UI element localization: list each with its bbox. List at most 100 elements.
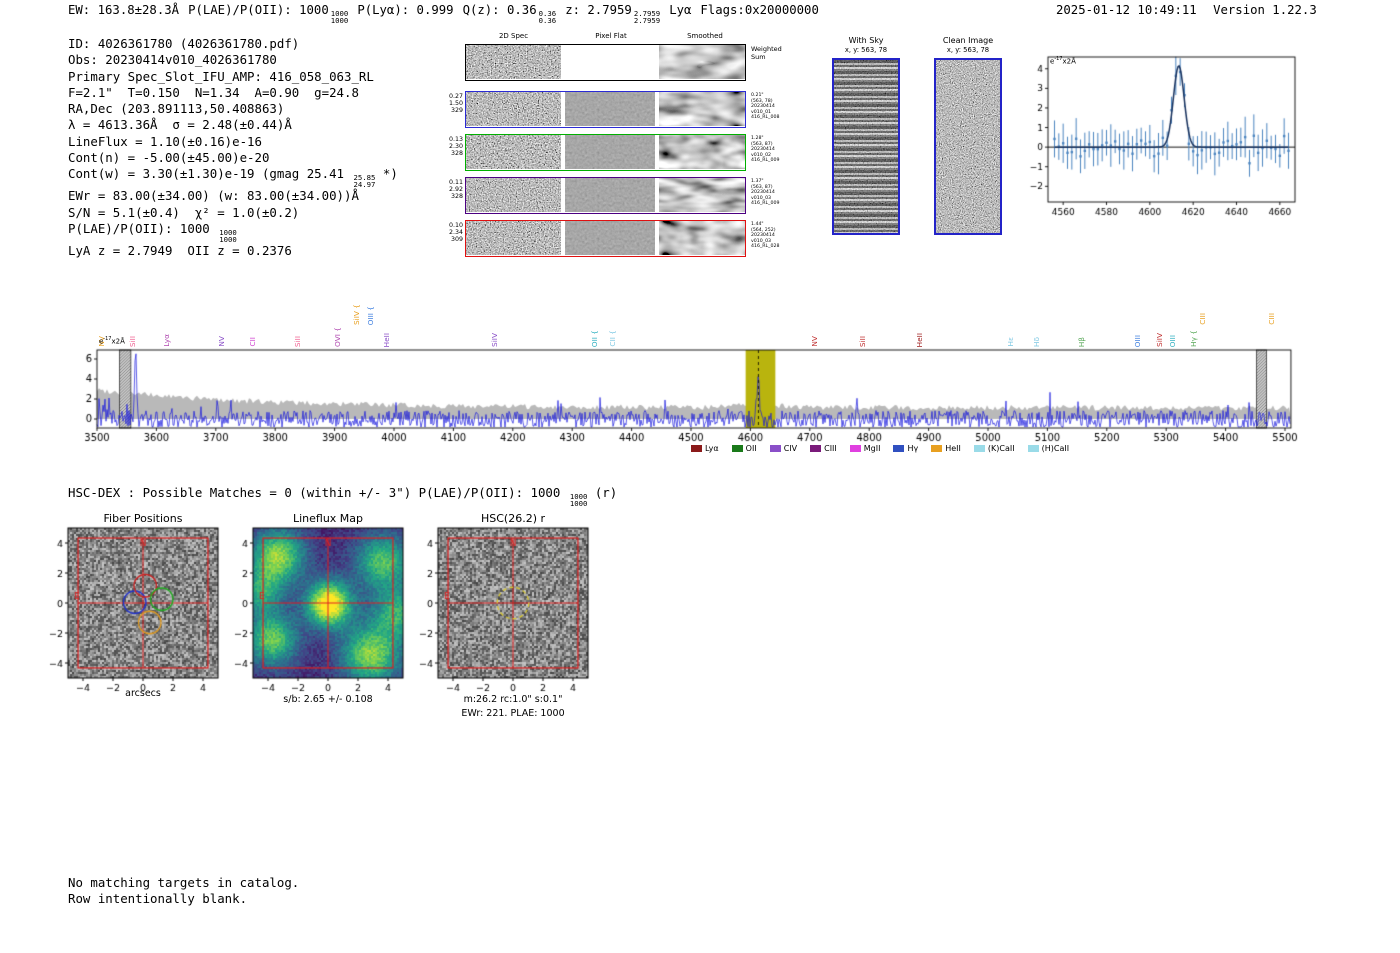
- catalog-match-fraction-bottom: 1000: [569, 499, 588, 508]
- cutout-meta-line: 1.28": [751, 136, 764, 141]
- legend-swatch: [690, 445, 702, 452]
- header-text: P(LAE)/P(OII): 1000: [188, 3, 329, 17]
- cutout-row-meta: 1.44" (564, 252) 20230414 v010_03 416_RL_028: [751, 222, 797, 250]
- version-label: Version 1.22.3: [1213, 3, 1317, 17]
- sky-noise-overlay: [834, 60, 898, 233]
- hsc-image-title: HSC(26.2) r: [480, 512, 546, 525]
- cutout-col-header-pixelflat: Pixel Flat: [595, 32, 627, 40]
- info-line: Cont(n) = -5.00(±45.00)e-20: [68, 150, 398, 166]
- legend-item: (H)CaII: [1027, 444, 1070, 453]
- cutout-row-meta: 1.28" (563, 87) 20230414 v010_02 416_RL_009: [751, 136, 797, 164]
- cutout-strip-image: [466, 45, 561, 79]
- info-text: EWr = 83.00(±34.00) (w: 83.00(±34.00))Å: [68, 188, 359, 204]
- cutout-scale-value: 0.11: [448, 179, 463, 186]
- info-text: Cont(w) = 3.30(±1.30)e-19 (gmag 25.41: [68, 166, 352, 182]
- cutout-row-meta: Weighted Sum: [751, 45, 797, 61]
- cutout-strip-image: [466, 92, 561, 126]
- legend-item: HeII: [931, 444, 961, 453]
- footer-notes: No matching targets in catalog. Row inte…: [68, 875, 299, 906]
- timestamp-version: 2025-01-12 10:49:11 Version 1.22.3: [1056, 3, 1317, 17]
- header-segment: Lyα: [669, 3, 691, 17]
- info-fraction: 1000 1000: [219, 229, 237, 243]
- header-fraction: 2.7959 2.7959: [634, 10, 660, 24]
- legend-label: HeII: [945, 444, 961, 453]
- cutout-strip-image: [659, 92, 745, 126]
- spectrum-units-annotation: e-17x2Å: [99, 336, 125, 346]
- footer-note-line: Row intentionally blank.: [68, 890, 248, 906]
- cutout-meta-line: 416_RL_009: [751, 201, 780, 207]
- info-line: F=2.1" T=0.150 N=1.34 A=0.90 g=24.8: [68, 85, 398, 101]
- full-spectrum-plot: [60, 335, 1340, 450]
- cutout-strip-image: [659, 221, 745, 255]
- info-line: Cont(w) = 3.30(±1.30)e-19 (gmag 25.41 25…: [68, 166, 398, 188]
- line-fit-zoom-plot: [1014, 48, 1306, 223]
- hsc-caption-2: EWr: 221. PLAE: 1000: [461, 708, 565, 719]
- cutout-col-header-2dspec: 2D Spec: [498, 32, 529, 40]
- info-line: EWr = 83.00(±34.00) (w: 83.00(±34.00))Å: [68, 188, 398, 204]
- header-text: Q(z): 0.36: [462, 3, 537, 17]
- emission-line-label: SiIV {: [352, 303, 362, 325]
- cutout-scale-value: 329: [450, 107, 463, 115]
- lineflux-caption: s/b: 2.65 +/- 0.108: [283, 694, 373, 705]
- cutout-row-meta: 0.21" (563, 78) 20230414 v010_01 416_RL_008: [751, 93, 797, 121]
- info-text: λ = 4613.36Å σ = 2.48(±0.44)Å: [68, 117, 292, 133]
- cutout-meta-line: 20230414: [751, 147, 775, 153]
- with-sky-image: [832, 58, 900, 235]
- info-text: LineFlux = 1.10(±0.16)e-16: [68, 133, 262, 149]
- with-sky-coords: x, y: 563, 78: [844, 46, 888, 54]
- header-text: z: 2.7959: [565, 3, 632, 17]
- cutout-meta-line: 416_RL_028: [751, 244, 780, 250]
- cutout-meta-line: 0.21": [751, 93, 764, 98]
- cutout-scale-value: 328: [450, 150, 463, 158]
- cutout-strip-image: [659, 178, 745, 212]
- emission-line-label: CIII: [1198, 313, 1208, 325]
- header-text: P(Lyα): 0.999: [357, 3, 454, 17]
- info-text: LyA z = 2.7949 OII z = 0.2376: [68, 242, 292, 258]
- cutout-row: Weighted Sum: [465, 44, 782, 81]
- cutout-meta-line: v010_03: [751, 238, 772, 244]
- header-segment: P(Lyα): 0.999: [357, 3, 453, 17]
- cutout-meta-line: Weighted: [751, 45, 782, 53]
- info-text: S/N = 5.1(±0.4) χ² = 1.0(±0.2): [68, 204, 300, 220]
- spectral-cutout-rows: Weighted Sum 0.27 1.50 329 0.21" (563, 78) 2023…: [449, 0, 782, 260]
- clean-noise-image: [936, 60, 1000, 233]
- legend-swatch: [810, 445, 822, 452]
- legend-label: CIII: [824, 444, 837, 453]
- info-text: F=2.1" T=0.150 N=1.34 A=0.90 g=24.8: [68, 84, 359, 100]
- info-line: LyA z = 2.7949 OII z = 0.2376: [68, 243, 398, 259]
- legend-item: (K)CaII: [973, 444, 1015, 453]
- legend-item: OII: [731, 444, 757, 453]
- header-text: Lyα: [669, 3, 692, 17]
- cutout-strip-image: [659, 135, 745, 169]
- header-segment: Flags:0x20000000: [700, 3, 818, 17]
- cutout-strip-image: [565, 92, 655, 126]
- cutout-meta-line: Sum: [751, 52, 766, 61]
- report-timestamp: 2025-01-12 10:49:11: [1056, 3, 1197, 17]
- legend-label: (H)CaII: [1041, 444, 1070, 453]
- header-fraction-bottom: 0.36: [538, 16, 557, 25]
- cutout-row: 0.11 2.92 328 1.37" (563, 87) 20230414 v010_03…: [449, 177, 779, 214]
- cutout-meta-line: v010_03: [751, 195, 772, 201]
- emission-line-label: OIII {: [366, 305, 376, 325]
- header-segment: Q(z): 0.36 0.36 0.36: [462, 3, 557, 24]
- info-fraction-top: 25.85: [353, 173, 376, 183]
- emission-line-label: CIII: [1266, 313, 1276, 325]
- summary-header: EW: 163.8±28.3Å P(LAE)/P(OII): 1000 1000 10…: [68, 3, 828, 24]
- fiber-positions-title: Fiber Positions: [103, 512, 183, 525]
- cutout-row-meta: 1.37" (563, 87) 20230414 v010_03 416_RL_009: [751, 179, 797, 207]
- legend-label: CIV: [783, 444, 798, 453]
- legend-label: MgII: [863, 444, 881, 453]
- cutout-meta-line: (563, 87): [751, 141, 773, 147]
- info-line: S/N = 5.1(±0.4) χ² = 1.0(±0.2): [68, 205, 398, 221]
- cutout-meta-line: 1.37": [751, 179, 764, 184]
- info-fraction-bottom: 24.97: [353, 180, 376, 190]
- cutout-meta-line: 20230414: [751, 233, 775, 239]
- cutout-strip-image: [466, 178, 561, 212]
- cutout-strip-image: [565, 135, 655, 169]
- info-line: ID: 4026361780 (4026361780.pdf): [68, 36, 398, 52]
- legend-swatch: [931, 445, 943, 452]
- cutout-meta-line: 416_RL_009: [751, 158, 780, 164]
- legend-swatch: [731, 445, 743, 452]
- info-text: ID: 4026361780 (4026361780.pdf): [68, 36, 300, 51]
- cutout-scale-value: 0.27: [448, 93, 463, 100]
